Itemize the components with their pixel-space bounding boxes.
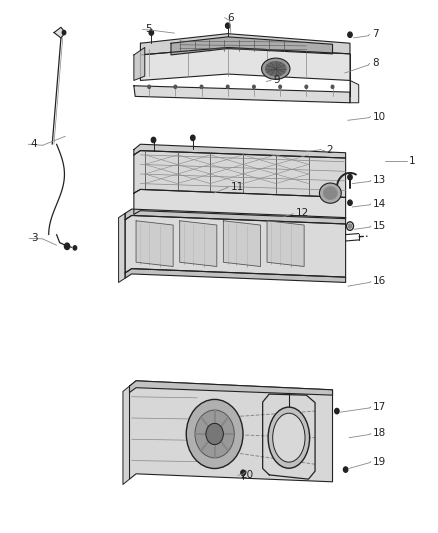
- Polygon shape: [123, 386, 130, 484]
- Text: 16: 16: [373, 277, 386, 286]
- Polygon shape: [54, 27, 65, 38]
- Ellipse shape: [273, 413, 305, 462]
- Polygon shape: [180, 221, 217, 266]
- Text: 4: 4: [30, 139, 37, 149]
- Polygon shape: [134, 189, 346, 219]
- Text: 8: 8: [372, 59, 378, 68]
- Polygon shape: [134, 151, 346, 197]
- Circle shape: [226, 23, 230, 28]
- Circle shape: [73, 246, 77, 250]
- Circle shape: [226, 85, 229, 88]
- Text: 14: 14: [373, 199, 386, 209]
- Ellipse shape: [195, 410, 234, 458]
- Text: 10: 10: [373, 111, 386, 122]
- Text: 7: 7: [372, 29, 378, 39]
- Circle shape: [343, 467, 348, 472]
- Circle shape: [174, 85, 177, 88]
- Text: 13: 13: [373, 175, 386, 185]
- Text: 5: 5: [145, 25, 152, 35]
- Text: 11: 11: [231, 182, 244, 192]
- Circle shape: [348, 32, 352, 37]
- Circle shape: [348, 200, 352, 205]
- Text: 17: 17: [373, 402, 386, 412]
- Circle shape: [335, 408, 339, 414]
- Ellipse shape: [186, 399, 243, 469]
- Ellipse shape: [323, 187, 337, 199]
- Circle shape: [62, 30, 66, 35]
- Circle shape: [331, 85, 334, 88]
- Circle shape: [253, 85, 255, 88]
- Polygon shape: [125, 209, 346, 224]
- Polygon shape: [134, 47, 145, 80]
- Polygon shape: [119, 213, 125, 282]
- Circle shape: [348, 224, 352, 228]
- Text: 20: 20: [240, 471, 253, 480]
- Circle shape: [348, 174, 352, 180]
- Polygon shape: [171, 37, 332, 55]
- Polygon shape: [134, 86, 350, 103]
- Ellipse shape: [268, 407, 310, 469]
- Polygon shape: [223, 221, 261, 266]
- Text: 6: 6: [227, 13, 233, 23]
- Text: 18: 18: [373, 429, 386, 439]
- Ellipse shape: [261, 58, 290, 79]
- Polygon shape: [267, 221, 304, 266]
- Circle shape: [191, 135, 195, 141]
- Ellipse shape: [265, 61, 286, 76]
- Text: 15: 15: [373, 221, 386, 231]
- Circle shape: [149, 30, 153, 35]
- Polygon shape: [136, 221, 173, 266]
- Polygon shape: [125, 215, 346, 277]
- Polygon shape: [130, 381, 332, 482]
- Text: 12: 12: [295, 208, 309, 219]
- Text: 1: 1: [409, 156, 416, 166]
- Text: 19: 19: [373, 457, 386, 466]
- Circle shape: [305, 85, 307, 88]
- Polygon shape: [141, 34, 350, 55]
- Polygon shape: [125, 269, 346, 282]
- Polygon shape: [130, 381, 332, 395]
- Circle shape: [200, 85, 203, 88]
- Ellipse shape: [319, 183, 341, 203]
- Polygon shape: [350, 80, 359, 103]
- Text: 3: 3: [31, 233, 38, 244]
- Circle shape: [151, 138, 155, 143]
- Text: 9: 9: [274, 75, 280, 85]
- Circle shape: [64, 243, 70, 249]
- Polygon shape: [134, 144, 346, 158]
- Circle shape: [279, 85, 282, 88]
- Circle shape: [241, 470, 245, 475]
- Polygon shape: [141, 47, 350, 80]
- Ellipse shape: [206, 423, 223, 445]
- Circle shape: [148, 85, 150, 88]
- Text: 2: 2: [326, 144, 332, 155]
